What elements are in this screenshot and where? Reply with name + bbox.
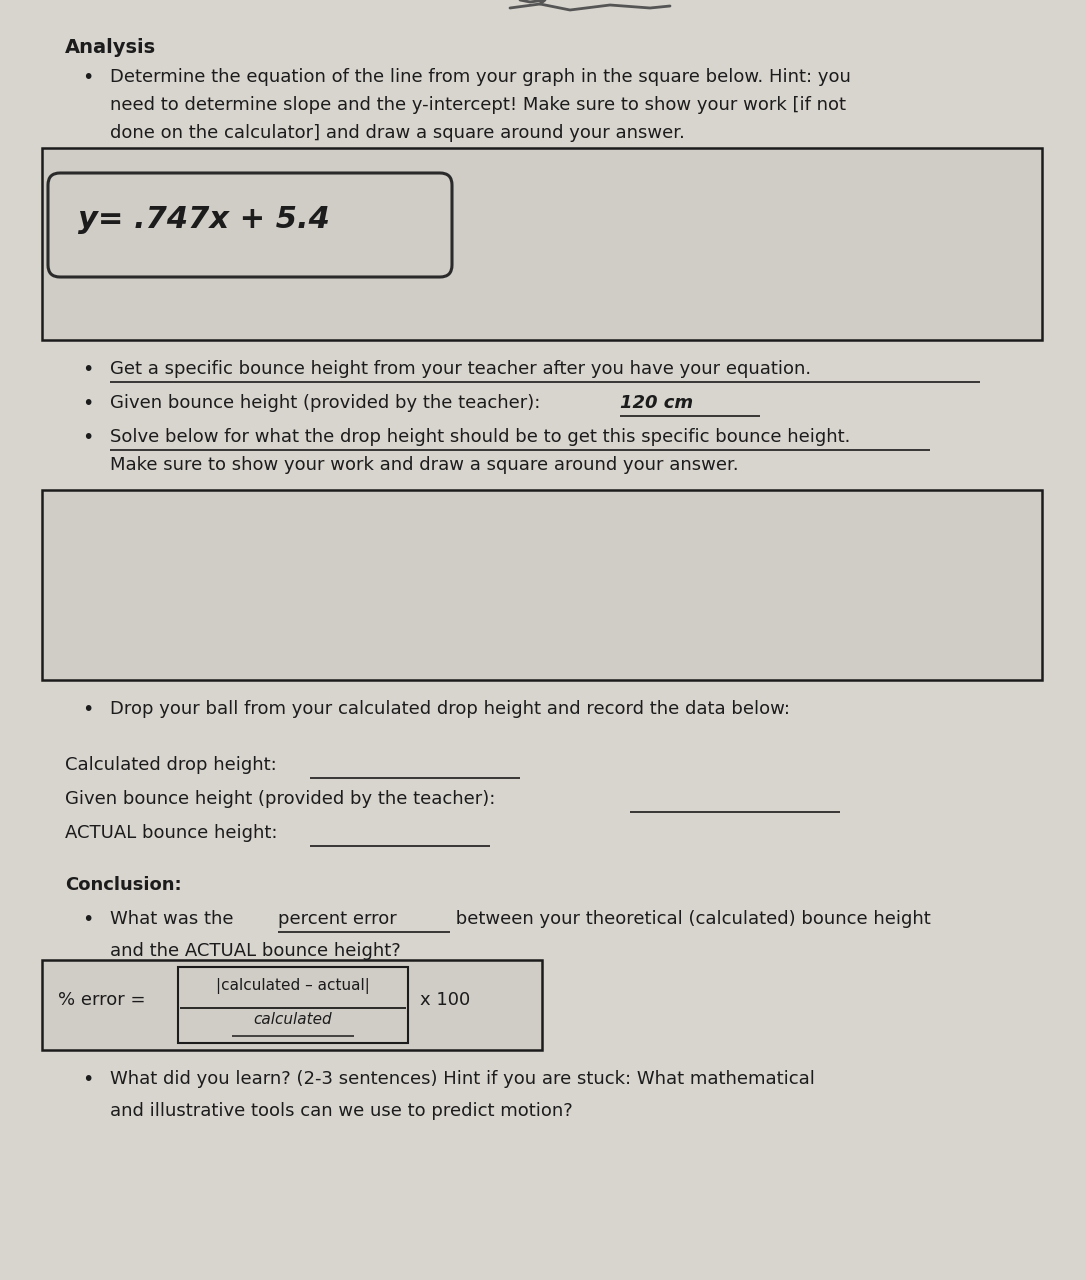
Text: y= .747x + 5.4: y= .747x + 5.4 — [78, 206, 330, 234]
Bar — [42, 148, 1042, 340]
Text: need to determine slope and the y-intercept! Make sure to show your work [if not: need to determine slope and the y-interc… — [110, 96, 846, 114]
Text: between your theoretical (calculated) bounce height: between your theoretical (calculated) bo… — [450, 910, 931, 928]
Text: Given bounce height (provided by the teacher):: Given bounce height (provided by the tea… — [110, 394, 546, 412]
Text: •: • — [82, 394, 93, 413]
Text: Calculated drop height:: Calculated drop height: — [65, 756, 277, 774]
Text: •: • — [82, 68, 93, 87]
Text: % error =: % error = — [58, 991, 145, 1009]
Text: Determine the equation of the line from your graph in the square below. Hint: yo: Determine the equation of the line from … — [110, 68, 851, 86]
Text: calculated: calculated — [254, 1012, 332, 1027]
Text: x 100: x 100 — [420, 991, 470, 1009]
Text: Solve below for what the drop height should be to get this specific bounce heigh: Solve below for what the drop height sho… — [110, 428, 851, 445]
Text: What was the: What was the — [110, 910, 240, 928]
Text: and the ACTUAL bounce height?: and the ACTUAL bounce height? — [110, 942, 400, 960]
Text: •: • — [82, 428, 93, 447]
Text: ACTUAL bounce height:: ACTUAL bounce height: — [65, 824, 278, 842]
FancyBboxPatch shape — [48, 173, 452, 276]
Text: Analysis: Analysis — [65, 38, 156, 58]
Text: •: • — [82, 910, 93, 929]
Text: Make sure to show your work and draw a square around your answer.: Make sure to show your work and draw a s… — [110, 456, 739, 474]
Text: •: • — [82, 360, 93, 379]
Text: 120 cm: 120 cm — [620, 394, 693, 412]
Text: What did you learn? (2-3 sentences) Hint if you are stuck: What mathematical: What did you learn? (2-3 sentences) Hint… — [110, 1070, 815, 1088]
Text: percent error: percent error — [278, 910, 397, 928]
Text: •: • — [82, 700, 93, 719]
Text: •: • — [82, 1070, 93, 1089]
Bar — [42, 960, 542, 1050]
Text: Conclusion:: Conclusion: — [65, 876, 181, 893]
Text: and illustrative tools can we use to predict motion?: and illustrative tools can we use to pre… — [110, 1102, 573, 1120]
Bar — [42, 490, 1042, 680]
Text: Drop your ball from your calculated drop height and record the data below:: Drop your ball from your calculated drop… — [110, 700, 790, 718]
Text: Given bounce height (provided by the teacher):: Given bounce height (provided by the tea… — [65, 790, 496, 808]
Text: done on the calculator] and draw a square around your answer.: done on the calculator] and draw a squar… — [110, 124, 685, 142]
Text: Get a specific bounce height from your teacher after you have your equation.: Get a specific bounce height from your t… — [110, 360, 812, 378]
Text: |calculated – actual|: |calculated – actual| — [216, 978, 370, 995]
Bar — [178, 966, 408, 1043]
